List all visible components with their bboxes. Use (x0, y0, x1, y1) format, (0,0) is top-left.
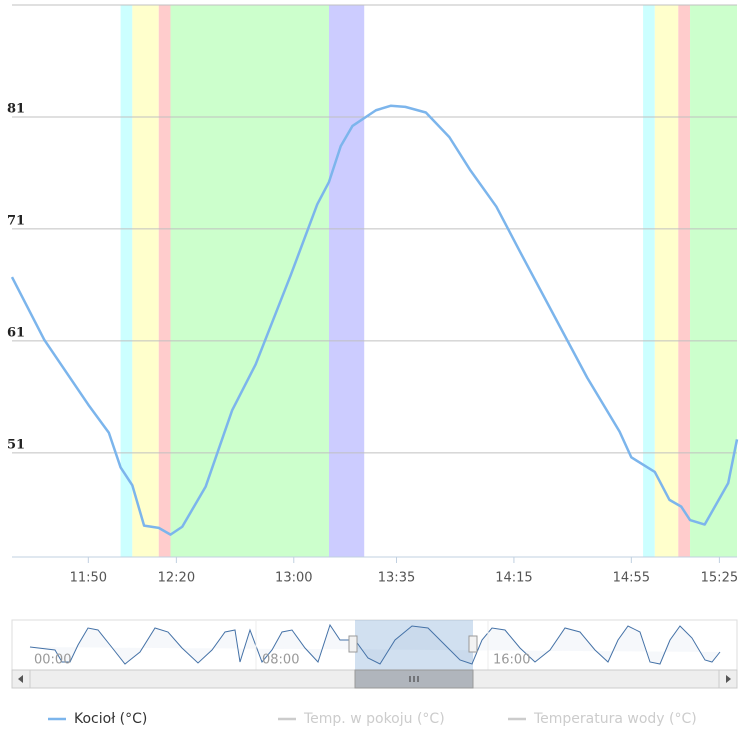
plot (10, 104, 739, 536)
x-tick-label: 11:50 (70, 571, 107, 586)
y-tick-label: 81 (7, 101, 25, 116)
navigator-series (29, 623, 721, 665)
navigator-handle[interactable] (348, 635, 358, 653)
navigator-label: 00:00 (34, 653, 71, 668)
series-line (10, 104, 739, 536)
navigator-label: 08:00 (262, 653, 299, 668)
plot-band (158, 5, 171, 557)
plot-band (643, 5, 655, 557)
plot-band (132, 5, 159, 557)
plot-band (170, 5, 330, 557)
x-tick-label: 14:55 (613, 571, 650, 586)
plot-band (654, 5, 679, 557)
arrow-left (18, 675, 23, 683)
y-tick-label: 61 (7, 325, 25, 340)
x-tick-label: 14:15 (495, 571, 532, 586)
arrow-right (726, 675, 731, 683)
scrollbar (11, 669, 738, 689)
grid: 51 61 71 81 11:50 12:20 13:00 13:35 14:15 14:55 15… (7, 101, 738, 585)
legend-item[interactable]: Kocioł (°C) (74, 711, 147, 727)
plot-band (120, 5, 133, 557)
scrollbar-grip (409, 676, 419, 682)
x-tick-label: 13:35 (378, 571, 415, 586)
x-tick-label: 15:25 (701, 571, 738, 586)
y-tick-label: 71 (7, 213, 25, 228)
plot-band (690, 5, 737, 557)
navigator: 00:00 08:00 16:00 (11, 619, 738, 671)
legend-item[interactable]: Temperatura wody (°C) (533, 711, 697, 727)
plot-band (329, 5, 365, 557)
legend: Kocioł (°C) Temp. w pokoju (°C) Temperatur… (48, 711, 697, 727)
x-tick-label: 13:00 (275, 571, 312, 586)
x-tick-label: 12:20 (158, 571, 195, 586)
navigator-handle[interactable] (468, 635, 478, 653)
navigator-label: 16:00 (493, 653, 530, 668)
y-tick-label: 51 (7, 437, 25, 452)
plot-bands (120, 5, 737, 557)
plot-band (678, 5, 691, 557)
legend-item[interactable]: Temp. w pokoju (°C) (303, 711, 445, 727)
